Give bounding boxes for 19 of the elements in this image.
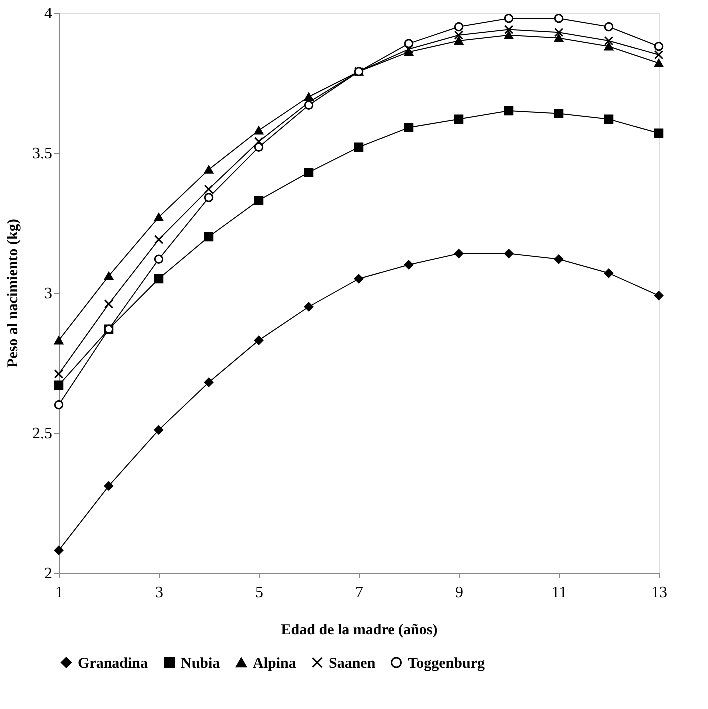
legend-label: Toggenburg	[408, 656, 486, 672]
y-tick-label: 2	[44, 566, 52, 582]
y-tick-label: 2.5	[32, 426, 52, 442]
x-tick-label: 1	[56, 584, 64, 602]
y-axis-title: Peso al nacimiento (kg)	[6, 219, 22, 368]
x-tick-label: 11	[552, 584, 568, 602]
legend-label: Granadina	[78, 656, 149, 672]
y-tick-label: 3.5	[32, 146, 52, 162]
x-tick-label: 9	[456, 584, 464, 602]
x-tick-label: 13	[652, 584, 668, 602]
x-tick-label: 3	[156, 584, 164, 602]
x-tick-label: 7	[356, 584, 364, 602]
legend-label: Saanen	[329, 656, 376, 672]
legend-label: Nubia	[181, 656, 221, 672]
legend-label: Alpina	[253, 656, 297, 672]
x-axis-title: Edad de la madre (años)	[281, 622, 438, 638]
y-tick-label: 3	[44, 286, 52, 302]
y-tick-label: 4	[44, 6, 52, 22]
x-tick-label: 5	[256, 584, 264, 602]
